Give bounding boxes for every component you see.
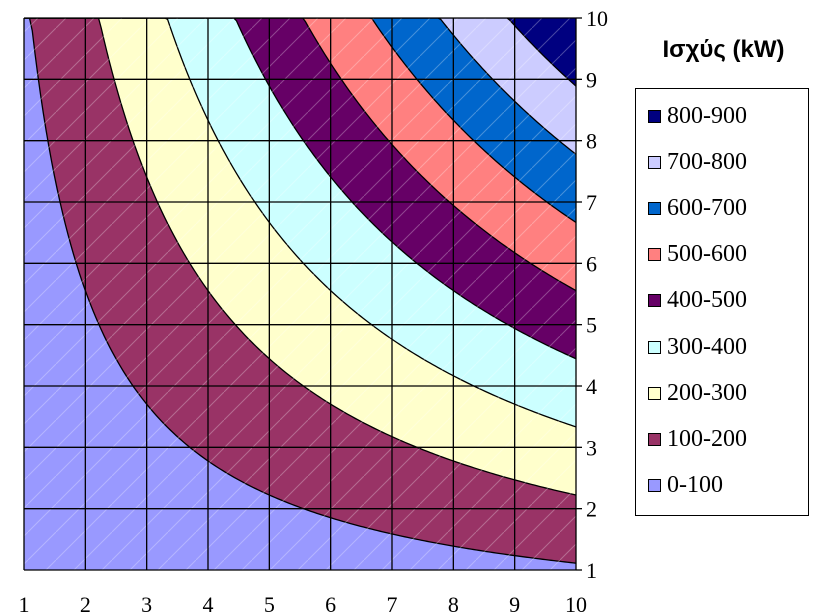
legend-label: 0-100: [667, 472, 723, 499]
legend-item: 500-600: [648, 240, 747, 270]
legend-item: 700-800: [648, 147, 747, 177]
x-tick-label: 5: [264, 592, 275, 616]
legend-swatch: [648, 479, 661, 493]
grid-lines: [23, 17, 577, 571]
legend-swatch: [648, 155, 661, 169]
y-tick-label: 6: [586, 251, 597, 276]
legend-item: 200-300: [648, 378, 747, 408]
legend-swatch: [648, 432, 661, 446]
legend-label: 800-900: [667, 102, 747, 129]
x-axis-ticks: 1 2 3 4 5 6 7 8 9 10: [19, 592, 588, 616]
legend-label: 700-800: [667, 148, 747, 175]
y-tick-label: 9: [586, 67, 597, 92]
x-tick-label: 8: [448, 592, 459, 616]
y-tick-label: 8: [586, 129, 597, 154]
y-axis-ticks: 1 2 3 4 5 6 7 8 9 10: [576, 6, 608, 583]
y-tick-label: 7: [586, 190, 597, 215]
legend-swatch: [648, 248, 661, 262]
legend-item: 0-100: [648, 471, 723, 501]
legend: 800-900 700-800 600-700 500-600 400-500 300-4…: [635, 88, 809, 516]
hatch-overlay: [24, 18, 576, 570]
legend-item: 100-200: [648, 424, 747, 454]
legend-label: 600-700: [667, 194, 747, 221]
y-tick-label: 3: [586, 435, 597, 460]
x-tick-label: 4: [203, 592, 214, 616]
x-tick-label: 10: [565, 592, 587, 616]
legend-label: 500-600: [667, 241, 747, 268]
legend-swatch: [648, 386, 661, 400]
legend-label: 100-200: [667, 425, 747, 452]
legend-item: 800-900: [648, 101, 747, 131]
legend-label: 300-400: [667, 333, 747, 360]
x-tick-label: 6: [325, 592, 336, 616]
legend-swatch: [648, 201, 661, 215]
x-tick-label: 1: [19, 592, 30, 616]
legend-swatch: [648, 294, 661, 308]
x-tick-label: 3: [141, 592, 152, 616]
legend-swatch: [648, 340, 661, 354]
x-tick-label: 2: [80, 592, 91, 616]
legend-label: 400-500: [667, 287, 747, 314]
y-tick-label: 10: [586, 6, 608, 31]
x-tick-label: 9: [509, 592, 520, 616]
legend-title: Ισχύς (kW): [662, 36, 785, 63]
legend-label: 200-300: [667, 379, 747, 406]
legend-item: 300-400: [648, 332, 747, 362]
y-tick-label: 4: [586, 374, 597, 399]
legend-swatch: [648, 109, 661, 123]
y-tick-label: 5: [586, 313, 597, 338]
y-tick-label: 1: [586, 558, 597, 583]
legend-item: 400-500: [648, 286, 747, 316]
y-tick-label: 2: [586, 497, 597, 522]
legend-item: 600-700: [648, 193, 747, 223]
x-tick-label: 7: [387, 592, 398, 616]
